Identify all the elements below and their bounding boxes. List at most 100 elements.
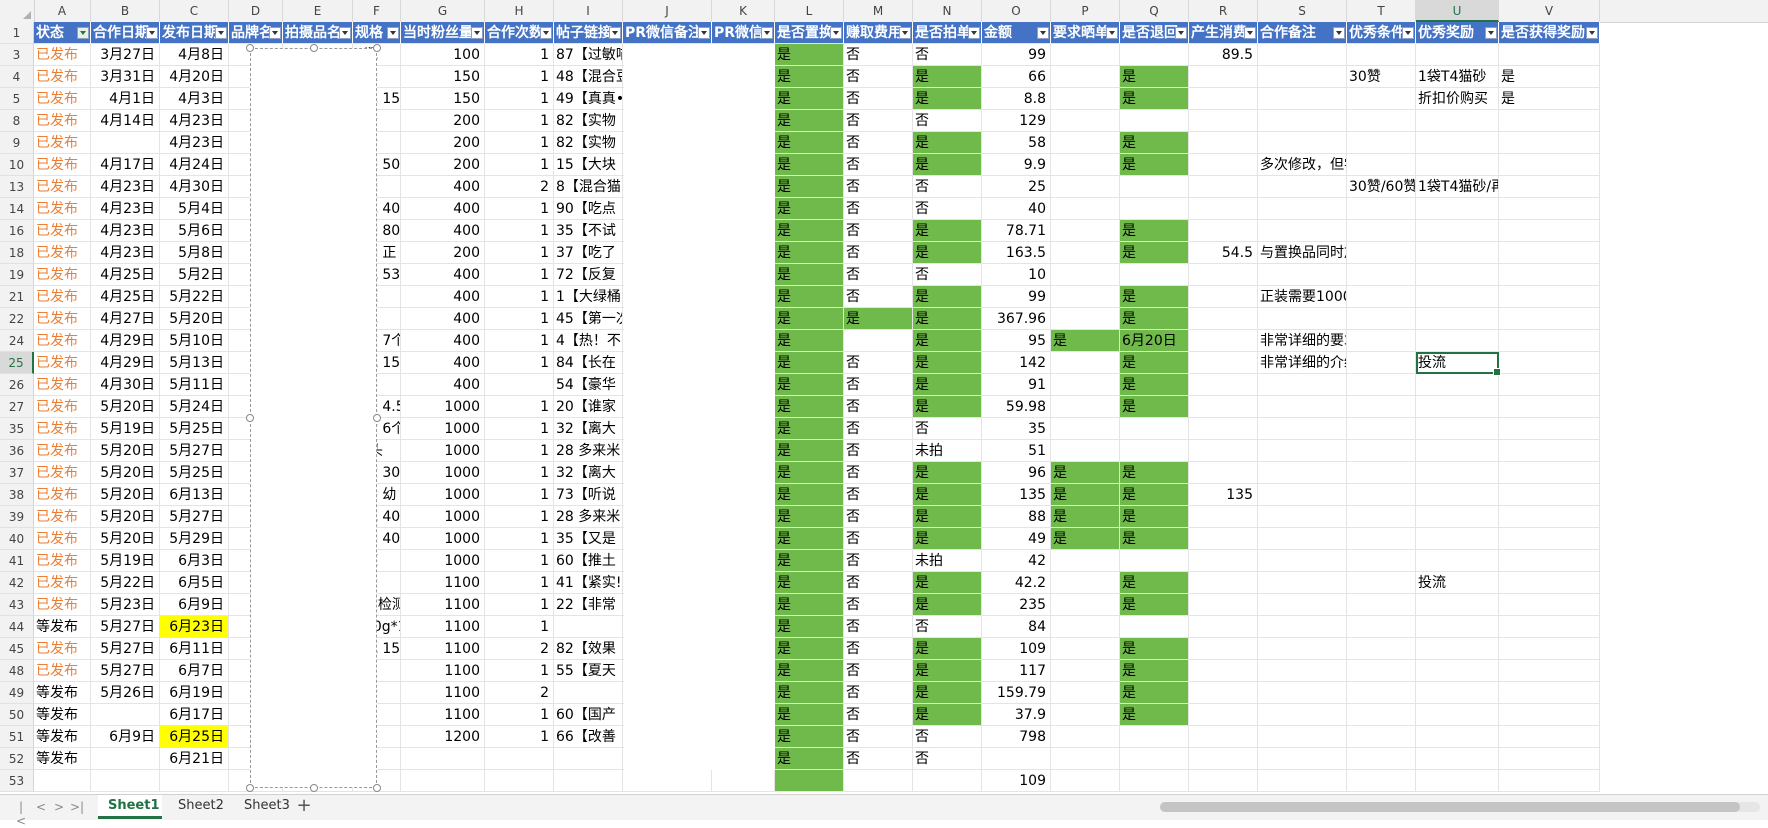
cell-i51[interactable]: 66【改善: [554, 726, 623, 748]
cell-r45[interactable]: [1189, 638, 1258, 660]
cell-h49[interactable]: 2: [485, 682, 554, 704]
row-header-49[interactable]: 49: [0, 682, 34, 704]
cell-t38[interactable]: [1347, 484, 1416, 506]
cell-h24[interactable]: 1: [485, 330, 554, 352]
cell-b10[interactable]: 4月17日: [91, 154, 160, 176]
row-header-22[interactable]: 22: [0, 308, 34, 330]
cell-o27[interactable]: 59.98: [982, 396, 1051, 418]
cell-q40[interactable]: 是: [1120, 528, 1189, 550]
cell-s27[interactable]: [1258, 396, 1347, 418]
row-header-8[interactable]: 8: [0, 110, 34, 132]
cell-o4[interactable]: 66: [982, 66, 1051, 88]
cell-f48[interactable]: [353, 660, 401, 682]
row-header-40[interactable]: 40: [0, 528, 34, 550]
cell-p49[interactable]: [1051, 682, 1120, 704]
cell-b35[interactable]: 5月19日: [91, 418, 160, 440]
cell-s25[interactable]: 非常详细的介绍: [1258, 352, 1347, 374]
cell-b37[interactable]: 5月20日: [91, 462, 160, 484]
cell-v14[interactable]: [1499, 198, 1600, 220]
column-header-j[interactable]: J: [623, 0, 712, 22]
filter-dropdown-icon[interactable]: [215, 27, 227, 39]
scrollbar-thumb[interactable]: [1160, 802, 1740, 812]
selected-shape[interactable]: [250, 48, 377, 788]
cell-c37[interactable]: 5月25日: [160, 462, 229, 484]
cell-l5[interactable]: 是: [775, 88, 844, 110]
cell-p35[interactable]: [1051, 418, 1120, 440]
cell-r48[interactable]: [1189, 660, 1258, 682]
cell-h27[interactable]: 1: [485, 396, 554, 418]
cell-r42[interactable]: [1189, 572, 1258, 594]
cell-c21[interactable]: 5月22日: [160, 286, 229, 308]
cell-m22[interactable]: 是: [844, 308, 913, 330]
cell-r44[interactable]: [1189, 616, 1258, 638]
cell-n35[interactable]: 否: [913, 418, 982, 440]
cell-n44[interactable]: 否: [913, 616, 982, 638]
cell-v27[interactable]: [1499, 396, 1600, 418]
column-header-o[interactable]: O: [982, 0, 1051, 22]
cell-h40[interactable]: 1: [485, 528, 554, 550]
cell-s40[interactable]: [1258, 528, 1347, 550]
column-header-k[interactable]: K: [712, 0, 775, 22]
cell-a26[interactable]: 已发布: [34, 374, 91, 396]
cell-h5[interactable]: 1: [485, 88, 554, 110]
cell-p27[interactable]: [1051, 396, 1120, 418]
cell-c13[interactable]: 4月30日: [160, 176, 229, 198]
cell-i19[interactable]: 72【反复: [554, 264, 623, 286]
cell-l4[interactable]: 是: [775, 66, 844, 88]
cell-l43[interactable]: 是: [775, 594, 844, 616]
cell-l9[interactable]: 是: [775, 132, 844, 154]
row-header-52[interactable]: 52: [0, 748, 34, 770]
cell-v39[interactable]: [1499, 506, 1600, 528]
cell-o13[interactable]: 25: [982, 176, 1051, 198]
cell-m25[interactable]: 否: [844, 352, 913, 374]
cell-n3[interactable]: 否: [913, 44, 982, 66]
filter-dropdown-icon[interactable]: [968, 27, 980, 39]
row-header-44[interactable]: 44: [0, 616, 34, 638]
cell-g3[interactable]: 100: [401, 44, 485, 66]
cell-i13[interactable]: 8【混合猫: [554, 176, 623, 198]
filter-dropdown-icon[interactable]: [761, 27, 773, 39]
cell-a13[interactable]: 已发布: [34, 176, 91, 198]
cell-b43[interactable]: 5月23日: [91, 594, 160, 616]
cell-v50[interactable]: [1499, 704, 1600, 726]
row-header-18[interactable]: 18: [0, 242, 34, 264]
cell-h3[interactable]: 1: [485, 44, 554, 66]
next-sheet-button[interactable]: >: [53, 800, 65, 814]
cell-q21[interactable]: 是: [1120, 286, 1189, 308]
row-header-13[interactable]: 13: [0, 176, 34, 198]
cell-b4[interactable]: 3月31日: [91, 66, 160, 88]
cell-c26[interactable]: 5月11日: [160, 374, 229, 396]
column-header-a[interactable]: A: [34, 0, 91, 22]
cell-m36[interactable]: 否: [844, 440, 913, 462]
cell-m38[interactable]: 否: [844, 484, 913, 506]
cell-p52[interactable]: [1051, 748, 1120, 770]
cell-i3[interactable]: 87【过敏喵: [554, 44, 623, 66]
cell-t19[interactable]: [1347, 264, 1416, 286]
filter-dropdown-icon[interactable]: [269, 27, 281, 39]
row-header-39[interactable]: 39: [0, 506, 34, 528]
cell-b25[interactable]: 4月29日: [91, 352, 160, 374]
cell-g53[interactable]: [401, 770, 485, 792]
row-header-42[interactable]: 42: [0, 572, 34, 594]
cell-o38[interactable]: 135: [982, 484, 1051, 506]
cell-u42[interactable]: 投流: [1416, 572, 1499, 594]
cell-n19[interactable]: 否: [913, 264, 982, 286]
cell-g41[interactable]: 1000: [401, 550, 485, 572]
cell-b27[interactable]: 5月20日: [91, 396, 160, 418]
cell-o22[interactable]: 367.96: [982, 308, 1051, 330]
cell-v44[interactable]: [1499, 616, 1600, 638]
cell-i38[interactable]: 73【听说: [554, 484, 623, 506]
cell-p26[interactable]: [1051, 374, 1120, 396]
header-cell-g[interactable]: 当时粉丝量: [401, 22, 485, 44]
column-header-e[interactable]: E: [283, 0, 353, 22]
filter-dropdown-icon[interactable]: [471, 27, 483, 39]
cell-m26[interactable]: 否: [844, 374, 913, 396]
cell-r43[interactable]: [1189, 594, 1258, 616]
row-header-43[interactable]: 43: [0, 594, 34, 616]
cell-o36[interactable]: 51: [982, 440, 1051, 462]
cell-r22[interactable]: [1189, 308, 1258, 330]
cell-v48[interactable]: [1499, 660, 1600, 682]
cell-c3[interactable]: 4月8日: [160, 44, 229, 66]
cell-r39[interactable]: [1189, 506, 1258, 528]
cell-o42[interactable]: 42.2: [982, 572, 1051, 594]
